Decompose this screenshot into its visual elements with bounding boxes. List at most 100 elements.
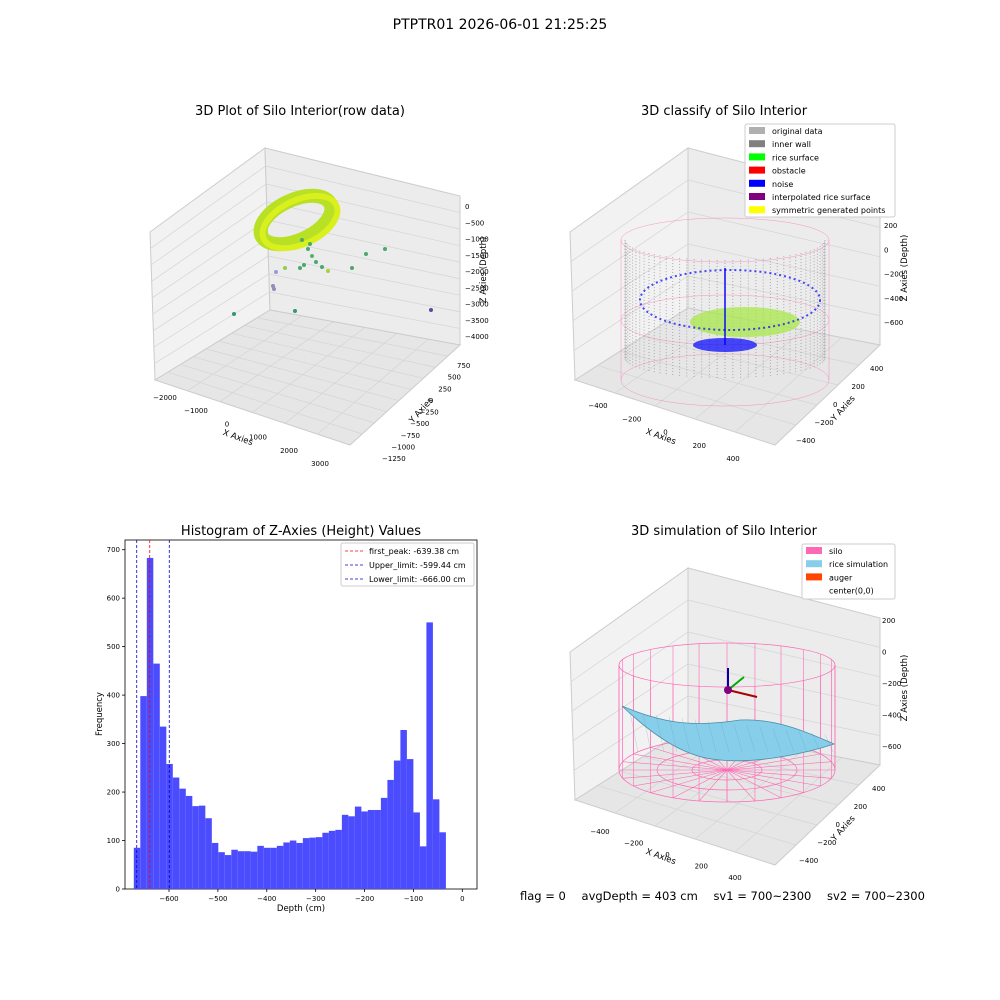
x-tick-label: 200 <box>695 863 708 871</box>
histogram-bar <box>419 846 427 889</box>
legend-label: noise <box>772 180 793 189</box>
y-tick-label: −1000 <box>391 443 415 451</box>
y-tick-label: −400 <box>796 437 815 445</box>
histogram-bar <box>413 812 420 889</box>
z-tick-label: −1000 <box>465 236 489 244</box>
data-point <box>364 252 368 256</box>
y-tick-label: 0 <box>833 401 837 409</box>
data-point <box>302 263 306 267</box>
histogram-bar <box>172 777 180 889</box>
y-tick-label: 400 <box>870 365 883 373</box>
y-tick-label: 0 <box>429 397 433 405</box>
legend-label: rice surface <box>772 153 819 162</box>
x-tick-label: −200 <box>355 895 374 903</box>
z-tick-label: 0 <box>884 246 888 254</box>
y-tick-label: 700 <box>107 546 120 554</box>
legend-label: original data <box>772 127 823 136</box>
z-axis-label: Z Axies (Depth) <box>900 235 910 302</box>
histogram-bar <box>328 830 336 889</box>
z-tick-label: −1500 <box>465 252 489 260</box>
y-tick-label: 600 <box>107 595 120 603</box>
x-tick-label: 0 <box>225 420 229 428</box>
histogram-bar <box>153 663 160 889</box>
histogram-bar <box>335 829 342 889</box>
center-marker <box>724 686 732 694</box>
histogram-bar <box>380 797 388 889</box>
y-tick-label: 200 <box>854 803 867 811</box>
z-tick-label: −600 <box>882 743 901 751</box>
data-point <box>314 260 318 264</box>
z-tick-label: 200 <box>882 617 895 625</box>
histogram-bar <box>341 814 349 889</box>
legend-label: inner wall <box>772 140 811 149</box>
data-point <box>274 270 278 274</box>
histogram-bar <box>302 838 310 889</box>
histogram-bar <box>289 840 297 889</box>
y-axis-label: Y Axies <box>829 813 858 844</box>
data-point <box>350 266 354 270</box>
histogram-bar <box>361 811 368 889</box>
x-tick-label: 3000 <box>311 460 329 468</box>
raw-data-3d-panel: −2000 −1000 0 1000 2000 3000 −1250 −1000 −750 −50… <box>149 147 489 468</box>
histogram-bar <box>322 832 329 889</box>
z-tick-label: −2000 <box>465 268 489 276</box>
x-axis-label: X Axies <box>644 847 677 867</box>
simulation-3d-panel: −400 −200 0 200 400 −400 −200 0 200 400 −600 −400 −2… <box>569 543 910 882</box>
histogram-title: Histogram of Z-Axies (Height) Values <box>180 524 422 539</box>
y-tick-label: −500 <box>410 420 429 428</box>
y-tick-label: 500 <box>107 643 120 651</box>
x-tick-label: −1000 <box>184 407 208 415</box>
histogram-bar <box>244 851 251 889</box>
flag-text: flag = 0 <box>520 889 566 903</box>
histogram-bar <box>146 557 154 889</box>
histogram-bar <box>250 851 258 889</box>
histogram-bar <box>315 837 323 889</box>
legend-label: Lower_limit: -666.00 cm <box>369 575 466 584</box>
legend-label: rice simulation <box>829 560 888 569</box>
histogram-bar <box>140 696 147 889</box>
histogram-bar <box>237 851 245 889</box>
z-tick-label: −500 <box>465 219 484 227</box>
z-tick-label: −400 <box>884 295 903 303</box>
histogram-bar <box>432 799 440 889</box>
data-point <box>293 309 297 313</box>
y-tick-label: 200 <box>852 383 865 391</box>
data-point <box>320 265 324 269</box>
histogram-bar <box>348 816 355 889</box>
histogram-bar <box>283 842 290 889</box>
data-point <box>383 247 387 251</box>
y-tick-label: −200 <box>815 419 834 427</box>
histogram-bar <box>270 847 277 889</box>
y-tick-label: −200 <box>817 839 836 847</box>
x-tick-label: −400 <box>590 828 609 836</box>
y-tick-label: 750 <box>457 362 470 370</box>
x-tick-label: −2000 <box>153 394 177 402</box>
histogram-bar <box>231 849 238 889</box>
y-tick-label: 400 <box>107 692 120 700</box>
sv2-text: sv2 = 700~2300 <box>827 889 925 903</box>
classify-3d-panel: −400 −200 0 200 400 −400 −200 0 200 400 −600 −400 −2… <box>569 123 910 463</box>
y-tick-label: 400 <box>872 785 885 793</box>
z-tick-label: −4000 <box>465 333 489 341</box>
histogram-bar <box>257 845 264 889</box>
y-tick-label: −750 <box>401 432 420 440</box>
histogram-legend: first_peak: -639.38 cm Upper_limit: -599.… <box>340 542 475 587</box>
legend-label: Upper_limit: -599.44 cm <box>369 561 466 570</box>
x-tick-label: 2000 <box>280 447 298 455</box>
x-tick-label: −100 <box>404 895 423 903</box>
z-tick-label: −200 <box>884 271 903 279</box>
histogram-bar <box>439 832 446 889</box>
x-tick-label: −400 <box>257 895 276 903</box>
z-tick-label: −600 <box>884 319 903 327</box>
histogram-bar <box>309 837 316 889</box>
histogram-bar <box>218 852 225 889</box>
histogram-bar <box>159 726 167 889</box>
sv1-text: sv1 = 700~2300 <box>713 889 812 903</box>
histogram-bar <box>133 847 141 889</box>
x-tick-label: 0 <box>460 895 464 903</box>
x-tick-label: −400 <box>588 402 607 410</box>
z-tick-label: 0 <box>882 649 886 657</box>
y-tick-label: −400 <box>799 857 818 865</box>
x-tick-label: −300 <box>306 895 325 903</box>
data-point <box>283 266 287 270</box>
